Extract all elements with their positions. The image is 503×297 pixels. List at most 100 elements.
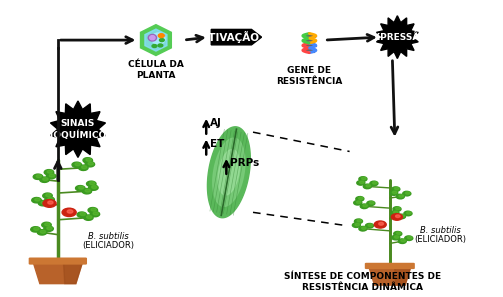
Polygon shape (141, 26, 171, 55)
Ellipse shape (360, 181, 364, 184)
Text: SINAIS
BIOQUÍMICOS: SINAIS BIOQUÍMICOS (43, 119, 113, 140)
Ellipse shape (93, 212, 99, 215)
Ellipse shape (83, 158, 93, 163)
Ellipse shape (403, 191, 411, 196)
Ellipse shape (78, 186, 84, 189)
Ellipse shape (373, 181, 377, 184)
Ellipse shape (85, 162, 95, 167)
Ellipse shape (368, 224, 373, 226)
Ellipse shape (33, 174, 43, 179)
Ellipse shape (148, 34, 156, 41)
Text: SÍNTESE DE COMPONENTES DE
RESISTÊNCIA DINÂMICA: SÍNTESE DE COMPONENTES DE RESISTÊNCIA DI… (284, 272, 441, 292)
Ellipse shape (38, 200, 48, 206)
Ellipse shape (90, 182, 95, 185)
Text: ATIVAÇÃO: ATIVAÇÃO (202, 31, 261, 43)
Text: (ELICIADOR): (ELICIADOR) (82, 241, 134, 250)
Ellipse shape (359, 197, 363, 200)
Ellipse shape (366, 184, 371, 187)
Ellipse shape (357, 181, 365, 185)
Ellipse shape (366, 223, 374, 228)
Ellipse shape (41, 201, 47, 204)
Ellipse shape (87, 216, 92, 219)
FancyBboxPatch shape (365, 263, 415, 269)
Ellipse shape (47, 227, 52, 230)
Circle shape (62, 208, 76, 217)
Ellipse shape (394, 231, 402, 236)
Ellipse shape (394, 236, 399, 238)
Circle shape (67, 210, 73, 213)
Polygon shape (207, 127, 250, 218)
Polygon shape (33, 261, 82, 284)
Ellipse shape (152, 45, 157, 48)
Ellipse shape (393, 211, 398, 214)
Ellipse shape (354, 200, 362, 205)
Text: GENE DE
RESISTÊNCIA: GENE DE RESISTÊNCIA (276, 66, 343, 86)
Ellipse shape (88, 162, 94, 165)
Ellipse shape (404, 211, 412, 216)
Ellipse shape (37, 230, 47, 235)
Ellipse shape (158, 44, 163, 47)
Ellipse shape (83, 215, 93, 220)
Ellipse shape (152, 33, 165, 44)
Ellipse shape (392, 191, 397, 194)
Circle shape (391, 214, 402, 220)
Ellipse shape (85, 189, 91, 192)
Ellipse shape (370, 181, 378, 186)
Ellipse shape (90, 211, 100, 217)
Text: CÉLULA DA
PLANTA: CÉLULA DA PLANTA (128, 60, 184, 80)
Ellipse shape (32, 198, 41, 203)
Ellipse shape (47, 170, 52, 173)
Circle shape (48, 201, 53, 204)
Ellipse shape (407, 236, 412, 239)
Polygon shape (369, 266, 411, 285)
Ellipse shape (359, 177, 367, 181)
Ellipse shape (363, 204, 368, 207)
Ellipse shape (72, 162, 81, 168)
Ellipse shape (45, 197, 54, 202)
Text: EXPRESSÃO: EXPRESSÃO (367, 33, 428, 42)
Ellipse shape (355, 223, 360, 226)
Polygon shape (218, 149, 239, 195)
Ellipse shape (353, 223, 361, 228)
Ellipse shape (359, 226, 367, 231)
Ellipse shape (80, 213, 86, 216)
Ellipse shape (34, 227, 39, 230)
Ellipse shape (362, 227, 366, 229)
Ellipse shape (75, 163, 80, 166)
Ellipse shape (89, 185, 98, 190)
Ellipse shape (78, 165, 88, 170)
Text: B. subtilis: B. subtilis (420, 226, 461, 235)
Ellipse shape (40, 230, 46, 233)
Ellipse shape (362, 177, 366, 180)
Ellipse shape (360, 204, 368, 208)
Ellipse shape (356, 197, 364, 201)
Ellipse shape (370, 201, 374, 204)
Ellipse shape (31, 227, 40, 232)
Ellipse shape (77, 212, 87, 217)
Ellipse shape (88, 208, 98, 213)
Ellipse shape (49, 174, 55, 177)
Ellipse shape (92, 186, 97, 189)
Ellipse shape (158, 34, 164, 37)
Polygon shape (394, 266, 411, 285)
Polygon shape (211, 29, 262, 45)
Ellipse shape (401, 239, 405, 242)
Ellipse shape (367, 201, 375, 206)
Ellipse shape (396, 207, 400, 210)
Polygon shape (213, 138, 245, 206)
Ellipse shape (390, 191, 398, 195)
Ellipse shape (391, 211, 399, 215)
Ellipse shape (43, 178, 48, 181)
Polygon shape (63, 261, 82, 284)
Ellipse shape (75, 186, 85, 191)
Ellipse shape (150, 36, 155, 40)
Ellipse shape (44, 226, 53, 231)
Ellipse shape (396, 232, 401, 234)
Ellipse shape (357, 219, 362, 222)
Text: (ELICIADOR): (ELICIADOR) (414, 236, 466, 244)
Ellipse shape (46, 173, 56, 179)
Text: B. subtilis: B. subtilis (88, 232, 129, 241)
Ellipse shape (40, 177, 49, 182)
Ellipse shape (82, 189, 92, 194)
Text: ET: ET (210, 139, 225, 149)
